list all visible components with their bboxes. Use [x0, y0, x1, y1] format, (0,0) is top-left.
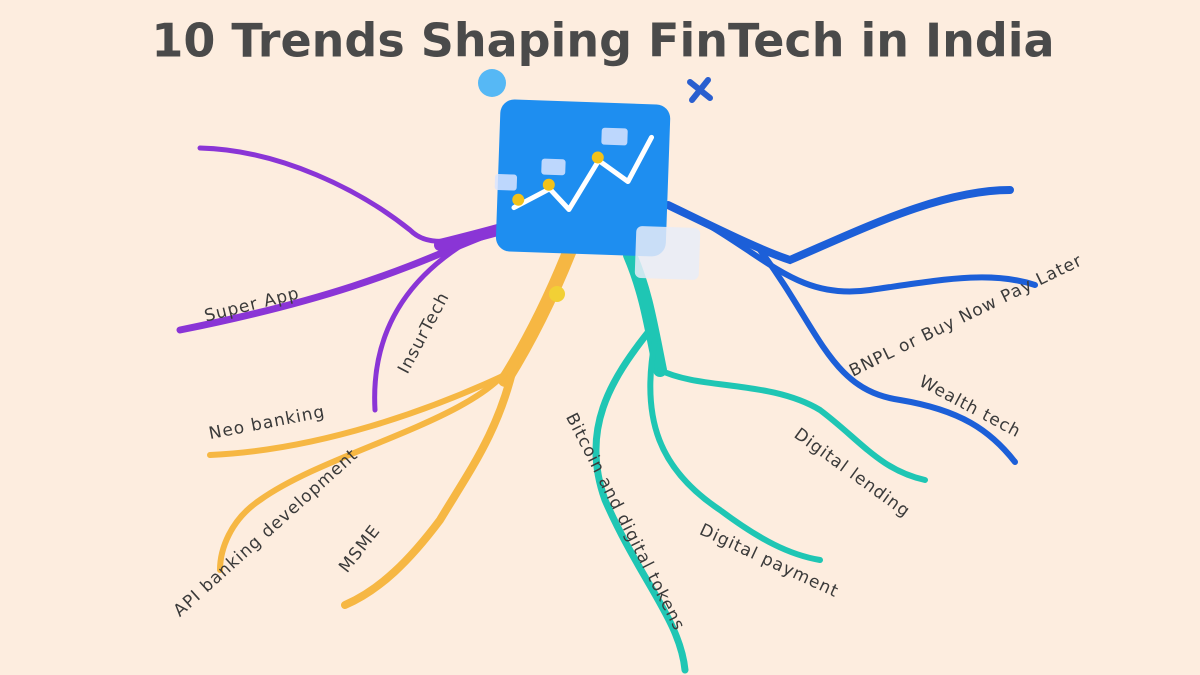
decor-circle — [478, 69, 506, 97]
blue-branches — [664, 186, 1038, 465]
title: 10 Trends Shaping FinTech in India — [151, 14, 1054, 68]
decor-cross — [687, 77, 713, 103]
teal-branches — [592, 248, 928, 674]
orange-branches — [207, 243, 577, 609]
decor-dot — [549, 286, 565, 302]
center-icon — [494, 99, 701, 280]
